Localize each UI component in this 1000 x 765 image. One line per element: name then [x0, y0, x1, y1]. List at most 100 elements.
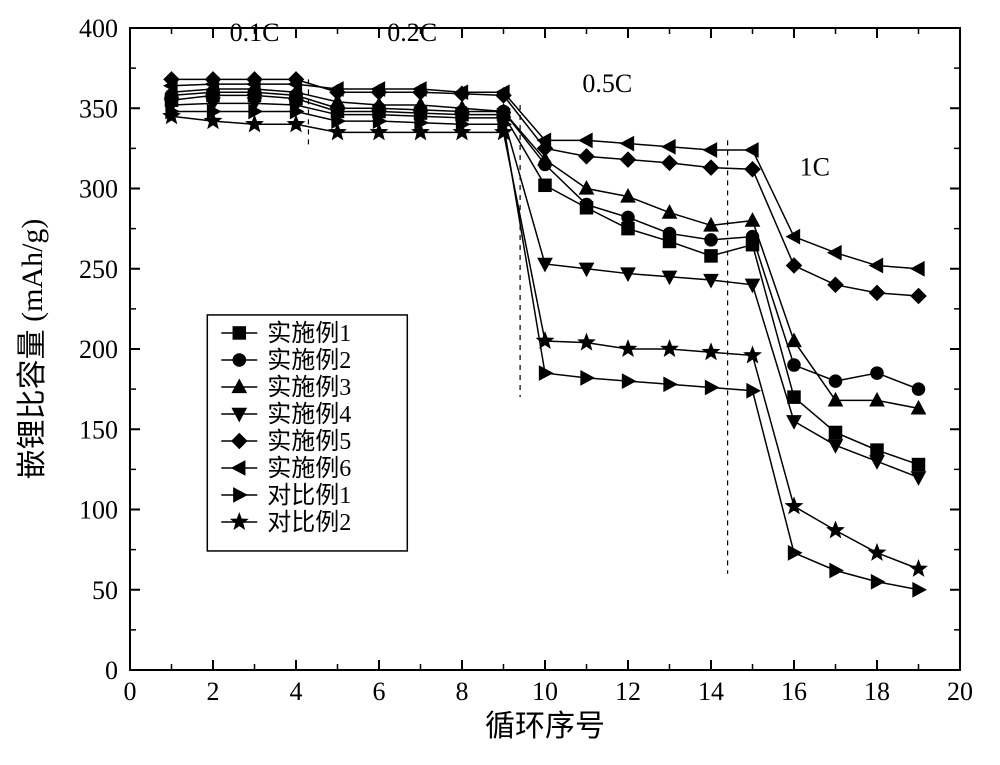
marker-circle [233, 354, 245, 366]
marker-star [662, 341, 677, 355]
x-tick-label: 6 [373, 677, 386, 706]
marker-tri-left [232, 461, 244, 474]
marker-diamond [662, 156, 676, 170]
y-tick-label: 0 [105, 656, 118, 685]
legend-label: 实施例4 [267, 401, 351, 428]
marker-tri-up [580, 182, 593, 194]
marker-square [830, 426, 842, 438]
x-tick-label: 2 [207, 677, 220, 706]
marker-star [828, 523, 843, 537]
marker-tri-up [787, 334, 800, 346]
y-axis-label: 嵌锂比容量 (mAh/g) [16, 219, 49, 480]
marker-diamond [911, 289, 925, 303]
legend-label: 实施例5 [267, 428, 351, 455]
marker-tri-left [746, 143, 758, 156]
x-tick-label: 20 [947, 677, 973, 706]
y-tick-label: 200 [79, 335, 118, 364]
marker-tri-up [663, 206, 676, 218]
marker-tri-up [746, 214, 759, 226]
marker-circle [705, 234, 717, 246]
marker-square [788, 391, 800, 403]
marker-tri-left [663, 140, 675, 153]
y-tick-label: 100 [79, 496, 118, 525]
marker-star [579, 335, 594, 349]
y-tick-label: 150 [79, 415, 118, 444]
marker-square [913, 459, 925, 471]
marker-circle [788, 359, 800, 371]
marker-diamond [704, 160, 718, 174]
x-tick-label: 10 [532, 677, 558, 706]
marker-tri-left [580, 134, 592, 147]
marker-diamond [787, 258, 801, 272]
y-tick-label: 400 [79, 14, 118, 43]
y-tick-label: 250 [79, 255, 118, 284]
marker-star [621, 341, 636, 355]
x-axis-label: 循环序号 [485, 710, 605, 743]
chart-container: 0246810121416182005010015020025030035040… [0, 0, 1000, 765]
legend-label: 实施例2 [267, 347, 351, 374]
marker-star [787, 498, 802, 512]
marker-tri-right [913, 583, 925, 596]
marker-circle [581, 199, 593, 211]
x-tick-label: 8 [456, 677, 469, 706]
marker-tri-right [623, 375, 635, 388]
rate-label: 0.5C [582, 69, 632, 98]
y-tick-label: 350 [79, 94, 118, 123]
marker-square [539, 179, 551, 191]
marker-star [704, 344, 719, 358]
marker-square [871, 444, 883, 456]
x-tick-label: 14 [698, 677, 724, 706]
marker-diamond [232, 434, 246, 448]
x-tick-label: 0 [124, 677, 137, 706]
marker-tri-right [789, 546, 801, 559]
marker-tri-left [787, 230, 799, 243]
y-tick-label: 50 [92, 576, 118, 605]
x-tick-label: 4 [290, 677, 303, 706]
marker-tri-left [621, 137, 633, 150]
marker-circle [913, 383, 925, 395]
marker-diamond [579, 149, 593, 163]
marker-tri-left [704, 143, 716, 156]
marker-square [233, 327, 245, 339]
marker-tri-right [581, 371, 593, 384]
legend: 实施例1实施例2实施例3实施例4实施例5实施例6对比例1对比例2 [207, 315, 407, 551]
marker-tri-left [870, 259, 882, 272]
marker-diamond [621, 152, 635, 166]
marker-diamond [745, 162, 759, 176]
marker-circle [871, 367, 883, 379]
marker-tri-down [870, 456, 883, 468]
rate-label: 0.1C [230, 18, 280, 47]
x-tick-label: 12 [615, 677, 641, 706]
legend-label: 对比例1 [267, 482, 351, 509]
marker-star [870, 545, 885, 559]
marker-tri-right [540, 366, 552, 379]
marker-tri-right [664, 378, 676, 391]
marker-diamond [870, 286, 884, 300]
chart-svg: 0246810121416182005010015020025030035040… [0, 0, 1000, 765]
marker-tri-down [746, 279, 759, 291]
legend-label: 实施例3 [267, 374, 351, 401]
marker-circle [622, 211, 634, 223]
marker-tri-down [829, 440, 842, 452]
x-tick-label: 18 [864, 677, 890, 706]
marker-tri-right [872, 575, 884, 588]
marker-tri-right [234, 488, 246, 501]
legend-label: 实施例1 [267, 320, 351, 347]
marker-diamond [828, 278, 842, 292]
marker-tri-down [787, 416, 800, 428]
marker-square [622, 223, 634, 235]
marker-tri-left [912, 262, 924, 275]
marker-circle [830, 375, 842, 387]
marker-star [232, 514, 247, 528]
marker-square [705, 250, 717, 262]
marker-circle [664, 227, 676, 239]
marker-tri-right [830, 564, 842, 577]
rate-label: 1C [800, 153, 830, 182]
marker-star [745, 348, 760, 362]
x-tick-label: 16 [781, 677, 807, 706]
marker-tri-left [829, 246, 841, 259]
marker-tri-down [912, 472, 925, 484]
y-tick-label: 300 [79, 175, 118, 204]
marker-star [911, 561, 926, 575]
legend-label: 对比例2 [267, 509, 351, 536]
